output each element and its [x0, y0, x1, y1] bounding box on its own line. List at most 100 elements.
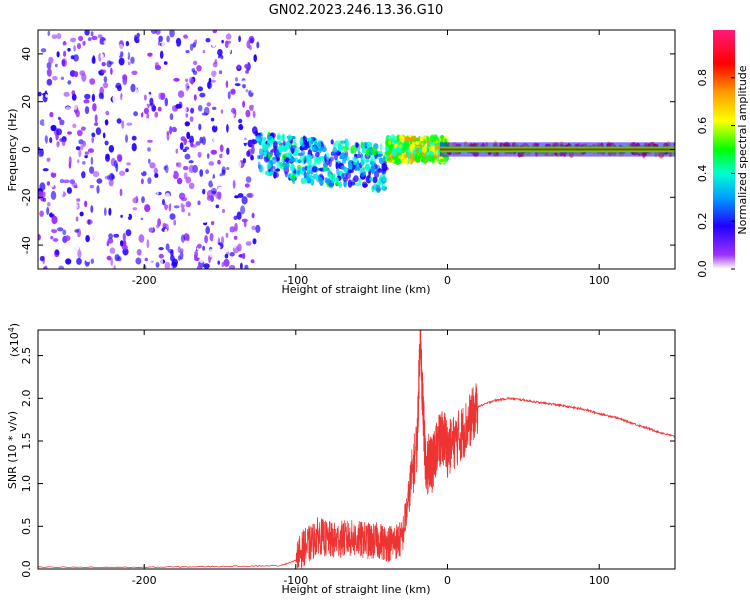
heatmap-cell	[232, 180, 236, 189]
heatmap-cell	[135, 257, 142, 265]
heatmap-cell	[154, 111, 159, 118]
heatmap-cell	[199, 169, 204, 177]
heatmap-cell	[187, 102, 191, 108]
heatmap-cell	[237, 193, 244, 198]
heatmap-cell	[110, 67, 113, 75]
heatmap-cell	[71, 226, 75, 232]
heatmap-cell	[242, 228, 247, 234]
heatmap-cell	[227, 160, 234, 168]
heatmap-cell	[169, 30, 175, 38]
heatmap-cell	[138, 202, 144, 211]
heatmap-cell	[130, 56, 135, 64]
heatmap-cell	[65, 258, 72, 265]
heatmap-cell	[42, 197, 47, 202]
heatmap-cell	[130, 83, 136, 93]
heatmap-cell	[212, 235, 219, 244]
heatmap-cell	[292, 176, 296, 185]
heatmap-cell	[115, 49, 121, 58]
heatmap-cell	[116, 118, 122, 124]
heatmap-cell	[39, 210, 44, 217]
heatmap-cell	[121, 144, 126, 153]
colorbar: 0.0 0.2 0.4 0.6 0.8 Normalized spectral ampl…	[696, 30, 749, 278]
heatmap-cell	[381, 163, 387, 167]
heatmap-cell	[236, 211, 242, 220]
heatmap-cell	[365, 175, 372, 184]
heatmap-cell	[188, 182, 195, 189]
heatmap-cell	[164, 228, 168, 235]
heatmap-cell	[106, 103, 111, 108]
heatmap-cell	[196, 265, 202, 269]
heatmap-cell	[202, 188, 206, 195]
heatmap-cell	[125, 168, 129, 173]
heatmap-cell	[392, 156, 397, 160]
heatmap-cell	[211, 70, 217, 77]
x-tick-label: -100	[283, 574, 308, 587]
heatmap-cell	[371, 146, 378, 156]
heatmap-cell	[38, 262, 41, 268]
heatmap-cell	[239, 186, 246, 194]
heatmap-cell	[163, 78, 169, 88]
heatmap-cell	[179, 248, 184, 253]
heatmap-cell	[116, 213, 121, 218]
heatmap-cell	[74, 232, 78, 238]
heatmap-cell	[50, 190, 57, 200]
heatmap-cell	[75, 146, 81, 151]
heatmap-cell	[396, 134, 400, 143]
heatmap-cell	[225, 80, 229, 88]
heatmap-cell	[158, 35, 163, 42]
heatmap-cell	[176, 177, 183, 185]
heatmap-cell	[59, 138, 64, 142]
heatmap-cell	[43, 118, 48, 126]
heatmap-cell	[426, 136, 429, 142]
heatmap-cell	[292, 140, 297, 144]
heatmap-cell	[96, 66, 102, 71]
heatmap-cell	[261, 139, 266, 148]
heatmap-cell	[209, 233, 214, 242]
heatmap-cell	[217, 191, 222, 200]
heatmap-cell	[63, 50, 67, 57]
heatmap-cell	[154, 64, 162, 71]
heatmap-cell	[403, 158, 407, 164]
heatmap-cell	[142, 67, 146, 72]
heatmap-cell	[235, 77, 238, 82]
heatmap-cell	[46, 62, 52, 70]
heatmap-cell	[231, 178, 234, 182]
heatmap-cell	[94, 122, 99, 126]
heatmap-cell	[229, 264, 236, 269]
heatmap-cell	[111, 108, 115, 115]
heatmap-cell	[182, 165, 189, 171]
heatmap-cell	[397, 155, 404, 160]
heatmap-cell	[346, 142, 349, 147]
heatmap-cell	[332, 173, 336, 182]
heatmap-cell	[233, 242, 237, 249]
y-tick-label: 40	[20, 47, 33, 61]
heatmap-cell	[132, 166, 137, 175]
heatmap-cell	[306, 166, 310, 174]
heatmap-cell	[164, 108, 167, 115]
heatmap-cell	[63, 179, 70, 184]
heatmap-cell	[50, 124, 57, 132]
heatmap-cell	[107, 174, 110, 181]
heatmap-cell	[437, 148, 441, 155]
heatmap-cell	[76, 43, 82, 50]
heatmap-cell	[343, 145, 348, 153]
heatmap-cell	[60, 187, 64, 197]
heatmap-cell	[187, 212, 191, 217]
heatmap-cell	[45, 94, 48, 98]
heatmap-cell	[139, 96, 144, 101]
heatmap-cell	[84, 30, 90, 36]
heatmap-cell	[90, 31, 94, 37]
heatmap-cell	[231, 59, 237, 68]
heatmap-cell	[253, 106, 258, 112]
heatmap-cell	[126, 149, 131, 154]
heatmap-cell	[203, 263, 210, 269]
heatmap-cell	[70, 37, 77, 43]
heatmap-cell	[364, 183, 369, 187]
heatmap-cell	[92, 103, 97, 112]
heatmap-cell	[42, 141, 47, 149]
heatmap-cell	[97, 34, 103, 39]
heatmap-cell	[50, 171, 57, 178]
heatmap-cell	[82, 61, 88, 67]
heatmap-cell	[101, 244, 107, 251]
heatmap-cell	[152, 220, 159, 226]
